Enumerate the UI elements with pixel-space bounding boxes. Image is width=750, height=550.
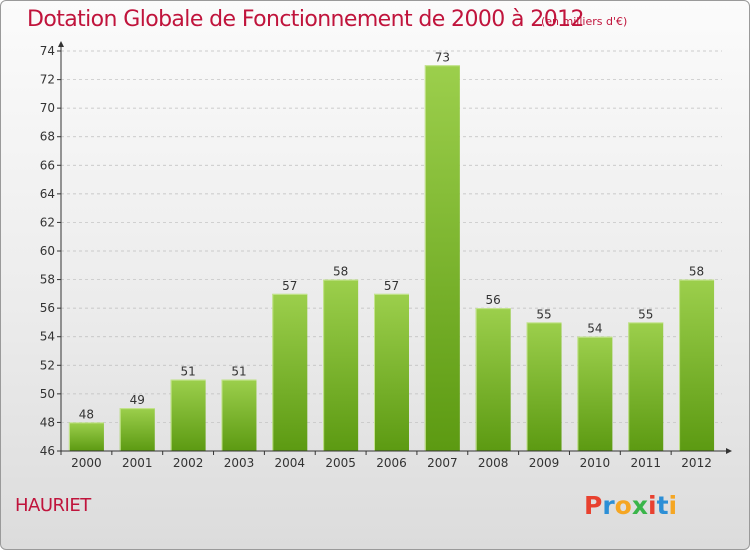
y-tick-label: 60 bbox=[40, 244, 55, 258]
bars bbox=[68, 65, 715, 452]
x-tick-label-2000: 2000 bbox=[71, 456, 102, 470]
x-axis-arrow bbox=[726, 448, 732, 454]
x-tick-label-2012: 2012 bbox=[681, 456, 712, 470]
chart-subtitle: (en milliers d'€) bbox=[541, 15, 628, 28]
y-tick-label: 56 bbox=[40, 301, 55, 315]
value-label-2003: 51 bbox=[231, 365, 246, 379]
x-tick-label-2011: 2011 bbox=[630, 456, 661, 470]
value-label-2004: 57 bbox=[282, 279, 297, 293]
x-tick-label-2008: 2008 bbox=[478, 456, 509, 470]
value-label-2000: 48 bbox=[79, 407, 94, 421]
chart-title: Dotation Globale de Fonctionnement de 20… bbox=[27, 7, 585, 32]
bar-2009 bbox=[526, 322, 562, 451]
bar-2004 bbox=[272, 293, 308, 451]
y-tick-label: 68 bbox=[40, 130, 55, 144]
y-tick-label: 74 bbox=[40, 44, 55, 58]
value-label-2007: 73 bbox=[435, 50, 450, 64]
brand-letter: o bbox=[614, 491, 632, 520]
brand-letter: t bbox=[656, 491, 669, 520]
brand-letter: P bbox=[584, 491, 603, 520]
x-tick-label-2009: 2009 bbox=[529, 456, 560, 470]
value-label-2009: 55 bbox=[536, 307, 551, 321]
y-tick-label: 52 bbox=[40, 358, 55, 372]
proxiti-logo: Proxiti bbox=[584, 491, 677, 520]
axes bbox=[57, 41, 732, 455]
value-label-2005: 58 bbox=[333, 265, 348, 279]
bar-2003 bbox=[221, 379, 257, 451]
value-label-2002: 51 bbox=[180, 365, 195, 379]
commune-name: HAURIET bbox=[15, 495, 91, 516]
bar-2010 bbox=[577, 336, 613, 451]
y-tick-label: 50 bbox=[40, 387, 55, 401]
x-tick-label-2003: 2003 bbox=[224, 456, 255, 470]
bar-2007 bbox=[424, 65, 460, 452]
bar-2006 bbox=[374, 293, 409, 451]
bar-2012 bbox=[679, 279, 715, 451]
brand-letter: r bbox=[602, 491, 615, 520]
brand-letter: x bbox=[631, 491, 648, 520]
value-label-2012: 58 bbox=[689, 265, 704, 279]
x-tick-label-2007: 2007 bbox=[427, 456, 458, 470]
bar-2001 bbox=[119, 408, 155, 451]
bar-2000 bbox=[68, 422, 104, 451]
value-label-2001: 49 bbox=[130, 393, 145, 407]
value-label-2008: 56 bbox=[486, 293, 501, 307]
y-tick-label: 58 bbox=[40, 273, 55, 287]
bar-2002 bbox=[170, 379, 206, 451]
x-tick-label-2005: 2005 bbox=[325, 456, 356, 470]
bar-2005 bbox=[323, 279, 359, 451]
brand-letter: i bbox=[668, 491, 678, 520]
y-tick-label: 46 bbox=[40, 444, 55, 458]
y-tick-label: 72 bbox=[40, 73, 55, 87]
value-label-2006: 57 bbox=[384, 279, 399, 293]
x-tick-label-2006: 2006 bbox=[376, 456, 407, 470]
y-tick-label: 66 bbox=[40, 158, 55, 172]
labels: 46 48 50 52 54 56 58 60 62 64 66 68 70 72 74 48 2000 49 20… bbox=[40, 44, 712, 470]
y-axis-arrow bbox=[58, 41, 64, 47]
x-tick-label-2001: 2001 bbox=[122, 456, 153, 470]
y-tick-label: 54 bbox=[40, 330, 55, 344]
y-tick-label: 70 bbox=[40, 101, 55, 115]
x-tick-label-2010: 2010 bbox=[580, 456, 611, 470]
bar-2011 bbox=[628, 322, 664, 451]
y-tick-label: 64 bbox=[40, 187, 55, 201]
x-tick-label-2004: 2004 bbox=[275, 456, 306, 470]
brand-letter: i bbox=[648, 491, 657, 520]
y-tick-label: 62 bbox=[40, 215, 55, 229]
bar-2008 bbox=[475, 308, 511, 451]
x-tick-label-2002: 2002 bbox=[173, 456, 204, 470]
value-label-2010: 54 bbox=[587, 322, 602, 336]
y-tick-label: 48 bbox=[40, 415, 55, 429]
value-label-2011: 55 bbox=[638, 307, 653, 321]
